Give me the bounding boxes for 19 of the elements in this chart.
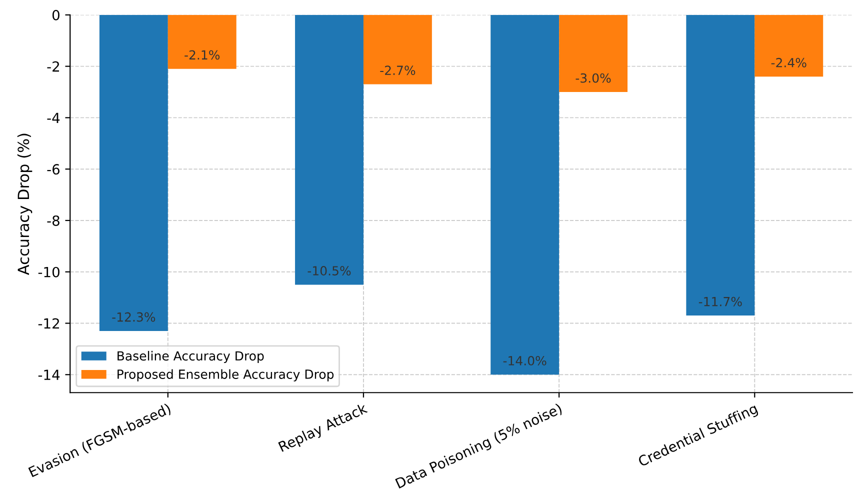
data-label: -3.0% [576,73,611,83]
data-label: -2.4% [771,58,806,68]
legend-label: Baseline Accuracy Drop [118,350,264,364]
data-label: -10.5% [308,266,351,276]
data-label: -12.3% [112,312,156,322]
y-tick-label: -12 [38,318,59,329]
data-label: -2.1% [184,50,220,60]
legend-label: Proposed Ensemble Accuracy Drop [118,369,334,382]
data-label: -11.7% [698,296,742,306]
y-axis-title: Accuracy Drop (%) [17,134,32,275]
y-tick-label: -4 [47,112,60,123]
y-tick-label: -6 [47,164,60,175]
y-tick-label: -2 [47,61,59,72]
y-tick-label: -8 [47,215,60,226]
data-label: -14.0% [503,356,546,366]
y-tick-label: -10 [38,266,60,278]
y-tick-label: 0 [52,10,60,20]
data-label: -2.7% [380,66,416,76]
y-tick-label: -14 [38,370,60,380]
